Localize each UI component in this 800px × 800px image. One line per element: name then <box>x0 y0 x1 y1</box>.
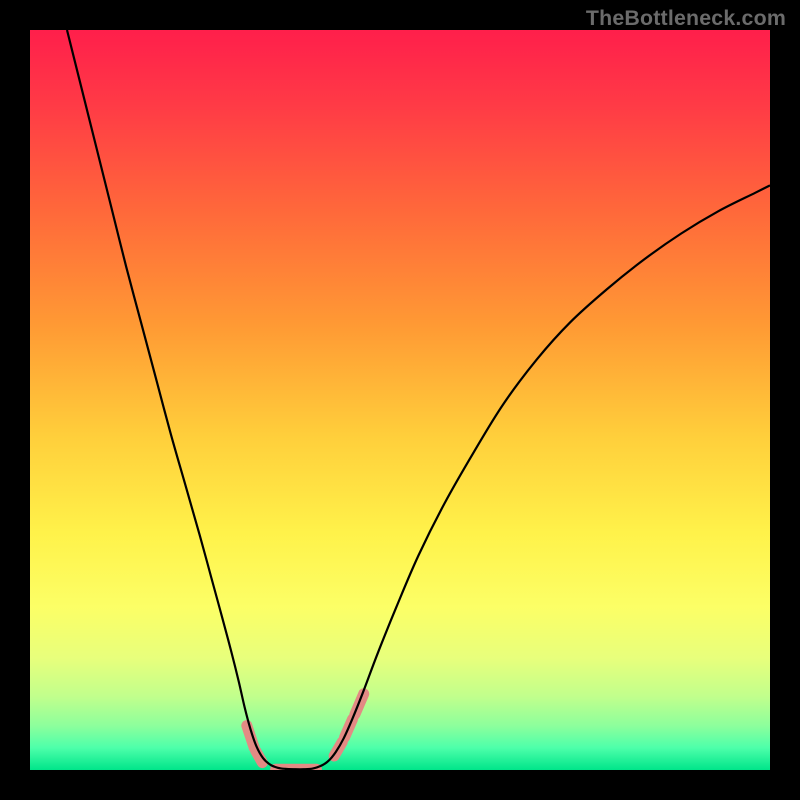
bottleneck-curve-chart <box>0 0 800 800</box>
plot-background <box>30 30 770 770</box>
watermark-text: TheBottleneck.com <box>586 6 786 31</box>
chart-container: TheBottleneck.com <box>0 0 800 800</box>
